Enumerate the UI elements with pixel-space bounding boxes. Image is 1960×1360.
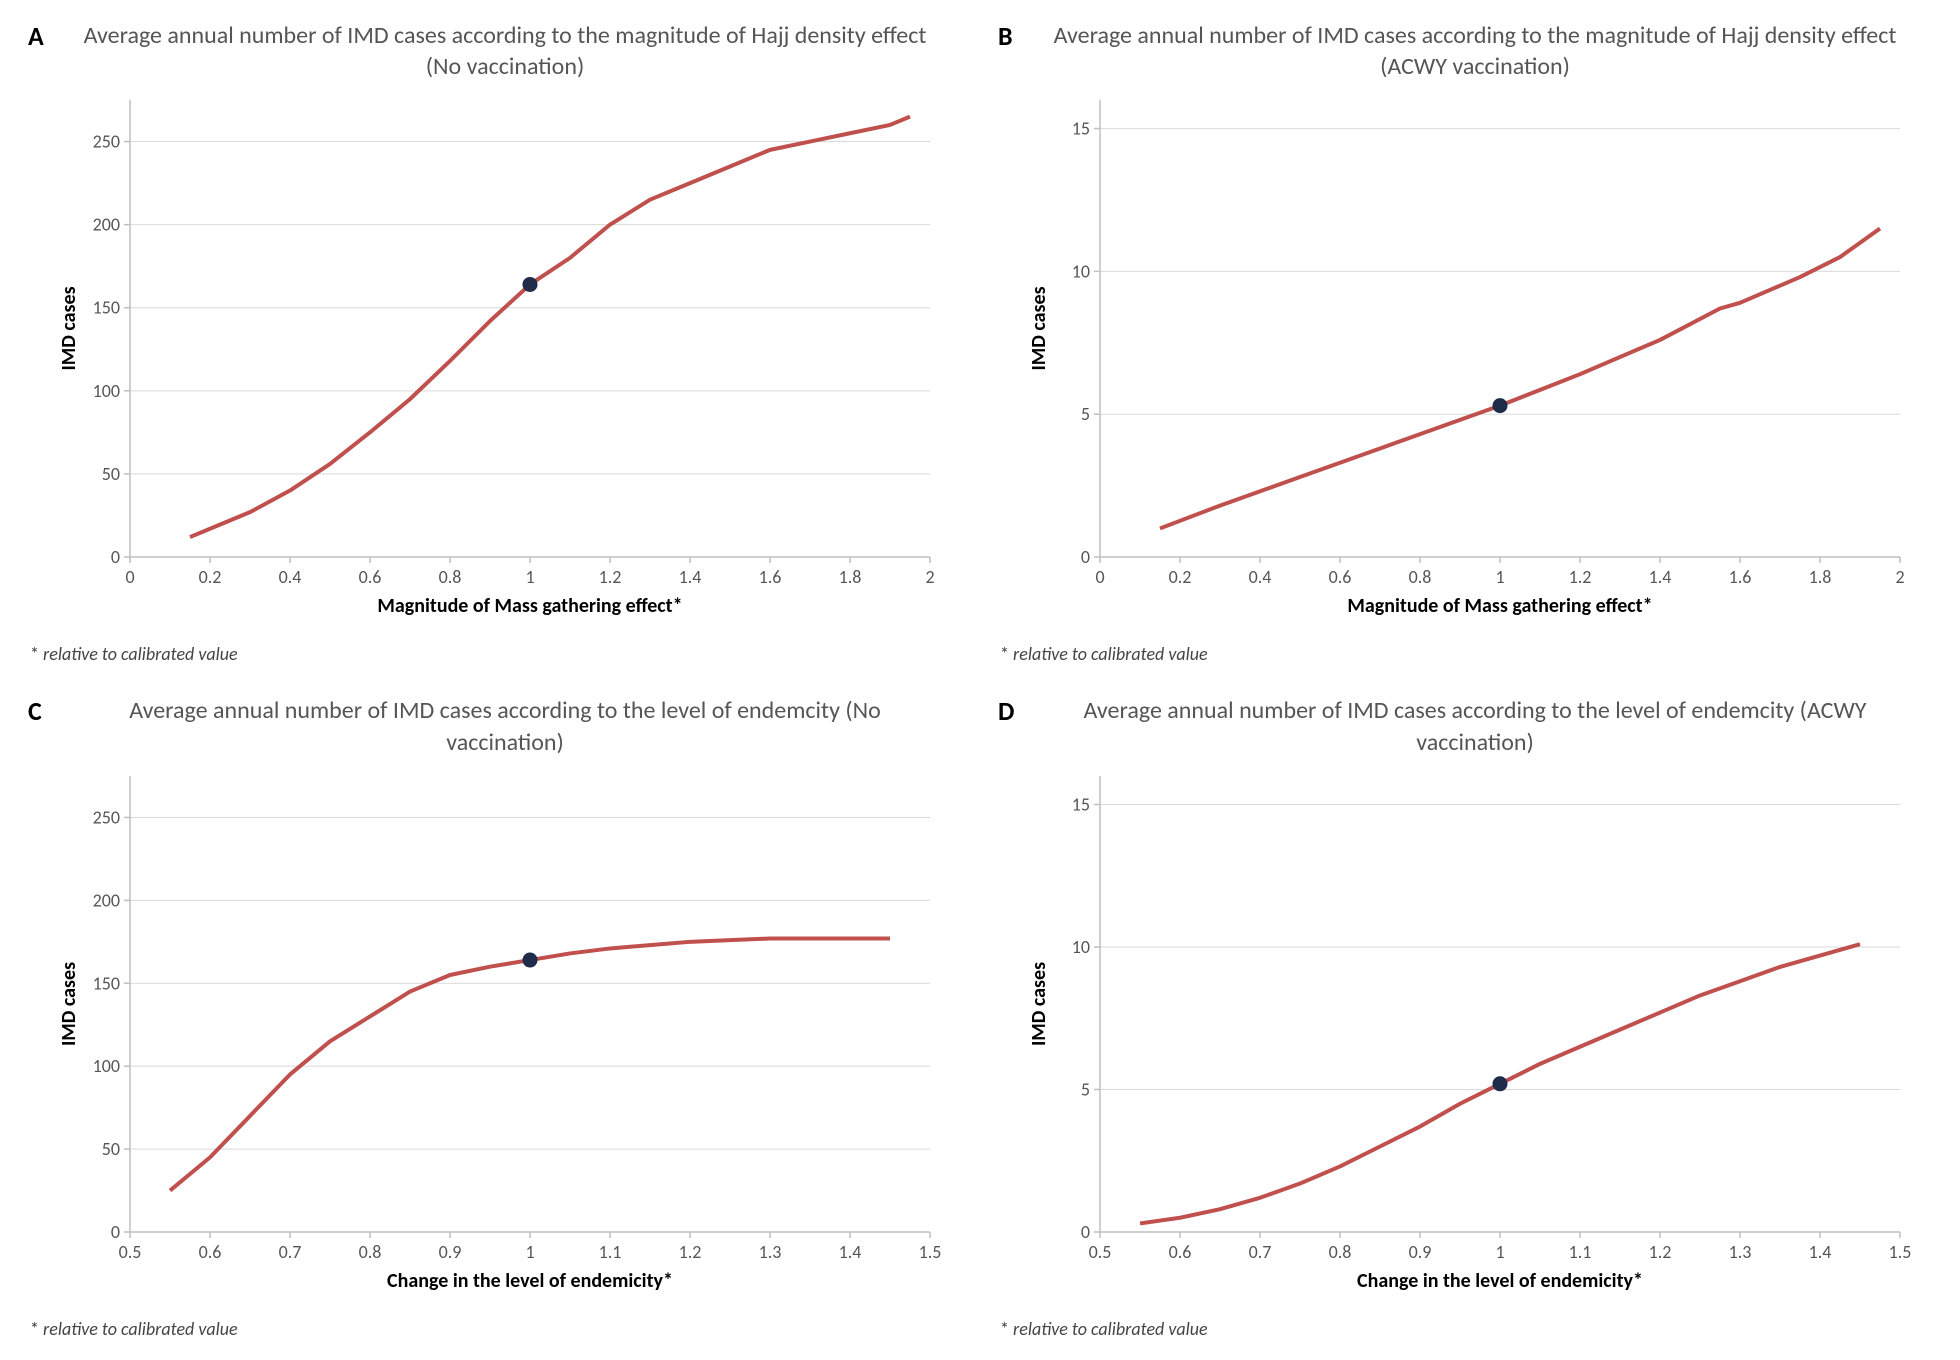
svg-text:0.5: 0.5 [119,1241,142,1263]
svg-text:1.8: 1.8 [839,566,862,588]
svg-text:0.6: 0.6 [199,1241,222,1263]
panel-title-A: Average annual number of IMD cases accor… [80,20,930,82]
chart-C: 0 50 100 150 200 250 0.5 0.6 0.7 0.8 0.9 1 1.1 1.2 1.3… [50,766,950,1312]
svg-text:1.2: 1.2 [1649,1241,1672,1263]
svg-text:1.1: 1.1 [599,1241,622,1263]
panel-label-B: B [998,20,1013,52]
svg-text:100: 100 [93,380,120,402]
svg-text:1: 1 [525,1241,534,1263]
svg-text:1.5: 1.5 [919,1241,942,1263]
footnote-B: * relative to calibrated value [1000,643,1940,665]
svg-text:0.8: 0.8 [439,566,462,588]
svg-text:2: 2 [925,566,934,588]
footnote-A: * relative to calibrated value [30,643,970,665]
svg-text:1.8: 1.8 [1809,566,1832,588]
svg-text:0: 0 [125,566,134,588]
svg-text:150: 150 [93,297,120,319]
svg-text:1.4: 1.4 [839,1241,862,1263]
svg-text:100: 100 [93,1055,120,1077]
svg-text:0.8: 0.8 [1409,566,1432,588]
svg-text:0.9: 0.9 [1409,1241,1432,1263]
svg-text:10: 10 [1072,936,1090,958]
svg-text:0.7: 0.7 [1249,1241,1272,1263]
x-axis-label: Change in the level of endemicity* [1357,1269,1643,1293]
panel-label-A: A [28,20,44,52]
svg-text:1.1: 1.1 [1569,1241,1592,1263]
svg-text:0.6: 0.6 [359,566,382,588]
svg-text:1.3: 1.3 [759,1241,782,1263]
panel-title-D: Average annual number of IMD cases accor… [1050,695,1900,757]
chart-grid: A Average annual number of IMD cases acc… [20,20,1940,1340]
svg-text:1.2: 1.2 [599,566,622,588]
svg-text:1.2: 1.2 [1569,566,1592,588]
x-axis-label: Magnitude of Mass gathering effect* [377,594,682,618]
svg-text:1.4: 1.4 [679,566,702,588]
svg-text:5: 5 [1081,404,1090,426]
svg-text:0.4: 0.4 [1249,566,1272,588]
svg-text:0.6: 0.6 [1329,566,1352,588]
svg-text:0: 0 [111,546,120,568]
svg-text:5: 5 [1081,1078,1090,1100]
svg-text:1: 1 [1495,566,1504,588]
svg-text:1.2: 1.2 [679,1241,702,1263]
chart-A: 0 50 100 150 200 250 0 0.2 0.4 0.6 0.8 1 1.2 1.4 1.6 1.… [50,90,950,637]
svg-text:0: 0 [1081,1221,1090,1243]
svg-text:0: 0 [1081,546,1090,568]
panel-A: A Average annual number of IMD cases acc… [20,20,970,665]
panel-title-B: Average annual number of IMD cases accor… [1050,20,1900,82]
panel-B: B Average annual number of IMD cases acc… [990,20,1940,665]
svg-text:0.9: 0.9 [439,1241,462,1263]
y-axis-label: IMD cases [57,962,81,1046]
svg-text:1.6: 1.6 [1729,566,1752,588]
svg-text:150: 150 [93,972,120,994]
svg-text:15: 15 [1072,118,1090,140]
x-axis-label: Magnitude of Mass gathering effect* [1347,594,1652,618]
svg-text:0.5: 0.5 [1089,1241,1112,1263]
y-axis-label: IMD cases [1027,962,1051,1046]
svg-text:0.8: 0.8 [359,1241,382,1263]
svg-text:0.8: 0.8 [1329,1241,1352,1263]
panel-label-D: D [998,695,1014,727]
svg-text:0.2: 0.2 [1169,566,1192,588]
svg-text:250: 250 [93,806,120,828]
svg-text:15: 15 [1072,793,1090,815]
svg-text:1.4: 1.4 [1649,566,1672,588]
footnote-C: * relative to calibrated value [30,1318,970,1340]
svg-text:0: 0 [1095,566,1104,588]
svg-text:1: 1 [525,566,534,588]
svg-text:0.7: 0.7 [279,1241,302,1263]
y-axis-label: IMD cases [1027,287,1051,371]
svg-text:1.4: 1.4 [1809,1241,1832,1263]
panel-title-C: Average annual number of IMD cases accor… [80,695,930,757]
panel-label-C: C [28,695,42,727]
y-axis-label: IMD cases [57,287,81,371]
svg-text:0: 0 [111,1221,120,1243]
svg-text:200: 200 [93,214,120,236]
chart-D: 0 5 10 15 0.5 0.6 0.7 0.8 0.9 1 1.1 1.2 1.3 1.4 1.5 IMD… [1020,766,1920,1312]
svg-text:1.5: 1.5 [1889,1241,1912,1263]
x-axis-label: Change in the level of endemicity* [387,1269,673,1293]
chart-B: 0 5 10 15 0 0.2 0.4 0.6 0.8 1 1.2 1.4 1.6 1.8 2 IMD cas… [1020,90,1920,637]
svg-text:0.2: 0.2 [199,566,222,588]
panel-D: D Average annual number of IMD cases acc… [990,695,1940,1340]
svg-text:0.6: 0.6 [1169,1241,1192,1263]
svg-text:1: 1 [1495,1241,1504,1263]
svg-text:0.4: 0.4 [279,566,302,588]
panel-C: C Average annual number of IMD cases acc… [20,695,970,1340]
svg-text:50: 50 [102,463,120,485]
svg-text:200: 200 [93,889,120,911]
svg-text:250: 250 [93,131,120,153]
svg-text:1.3: 1.3 [1729,1241,1752,1263]
footnote-D: * relative to calibrated value [1000,1318,1940,1340]
svg-text:50: 50 [102,1138,120,1160]
svg-text:1.6: 1.6 [759,566,782,588]
svg-text:2: 2 [1895,566,1904,588]
svg-text:10: 10 [1072,261,1090,283]
